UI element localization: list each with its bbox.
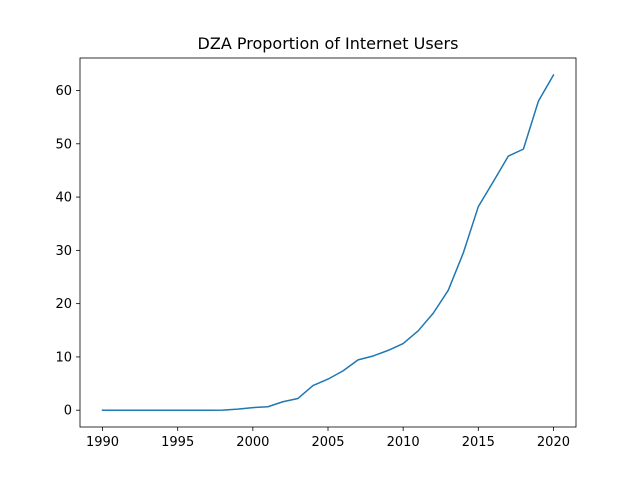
- y-tick-label: 10: [55, 350, 72, 365]
- axes-frame: [79, 57, 577, 428]
- x-tick-label: 2010: [387, 435, 420, 450]
- y-tick-label: 50: [55, 137, 72, 152]
- series-line: [101, 74, 555, 411]
- y-tick-label: 60: [55, 84, 72, 99]
- y-axis: 0 10 20 30 40 50 60: [55, 84, 80, 419]
- y-tick-label: 20: [55, 297, 72, 312]
- y-tick-label: 30: [55, 244, 72, 259]
- chart-title: DZA Proportion of Internet Users: [198, 34, 459, 53]
- x-axis: 1990 1995 2000 2005 2010 2015 2020: [86, 427, 570, 450]
- x-tick-label: 1995: [161, 435, 194, 450]
- x-tick-label: 2005: [311, 435, 344, 450]
- y-tick-label: 40: [55, 191, 72, 206]
- y-tick-label: 0: [64, 404, 72, 419]
- x-tick-label: 2015: [462, 435, 495, 450]
- x-tick-label: 1990: [86, 435, 119, 450]
- x-tick-label: 2020: [537, 435, 570, 450]
- x-tick-label: 2000: [236, 435, 269, 450]
